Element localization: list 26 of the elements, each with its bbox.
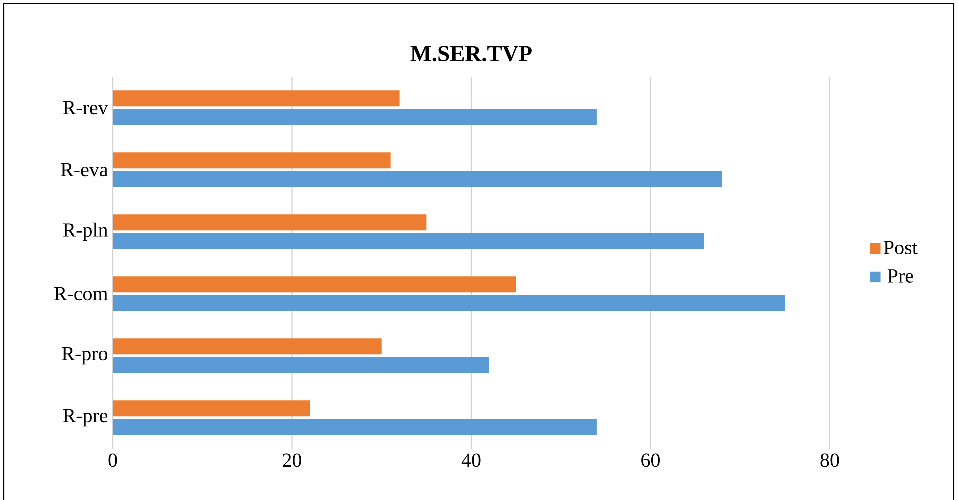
x-tick-label: 60 [642,454,660,468]
bar [113,214,427,231]
bar [113,90,400,107]
y-tick-label: R-pre [63,409,108,427]
x-tick-label: 20 [283,454,302,468]
bar [113,276,516,293]
bar [113,400,310,417]
legend-label: Post [884,241,918,255]
y-tick-label: R-eva [61,163,108,177]
bar [113,152,391,169]
bar [113,357,490,374]
bar [113,109,597,126]
x-tick-label: 80 [820,454,840,468]
y-tick-label: R-pro [62,347,108,365]
x-tick-label: 0 [108,454,118,468]
legend-label: Pre [888,270,914,283]
chart-title: M.SER.TVP [410,46,532,62]
bar [113,419,597,436]
bar [113,295,786,312]
x-tick-label: 40 [462,454,481,468]
y-tick-label: R-rev [63,101,108,115]
bar [113,233,705,250]
y-tick-label: R-pln [63,222,108,242]
bar [113,171,722,188]
y-tick-label: R-com [54,287,108,301]
bar [113,338,382,355]
